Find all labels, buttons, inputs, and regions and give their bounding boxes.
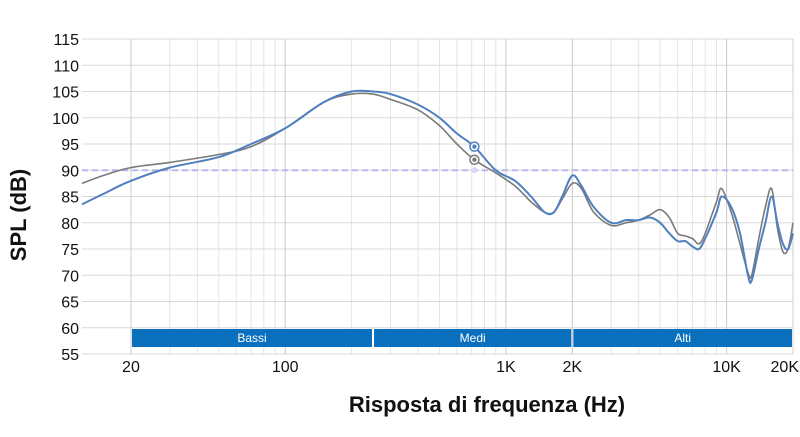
reference-marker: [471, 167, 478, 174]
band-label: Bassi: [237, 331, 266, 345]
band-medi: [374, 329, 572, 347]
x-axis-title: Risposta di frequenza (Hz): [349, 392, 625, 417]
y-tick-label: 90: [61, 163, 79, 180]
band-layer: Bassi Medi Alti: [131, 329, 792, 347]
x-tick-labels: 20 100 1K 2K 10K 20K: [122, 359, 799, 376]
marker-layer: [469, 141, 480, 174]
y-tick-label: 70: [61, 268, 79, 285]
y-tick-label: 85: [61, 190, 79, 207]
y-tick-label: 55: [61, 347, 79, 364]
band-label: Medi: [460, 331, 486, 345]
x-tick-label: 20K: [771, 359, 800, 376]
series-layer: [81, 89, 794, 284]
x-tick-label: 20: [122, 359, 140, 376]
series-marker-dot: [472, 144, 477, 149]
y-tick-label: 95: [61, 137, 79, 154]
y-axis-title: SPL (dB): [6, 169, 31, 261]
y-tick-label: 105: [52, 85, 79, 102]
band-alti: [573, 329, 792, 347]
x-tick-label: 2K: [563, 359, 583, 376]
x-tick-label: 1K: [496, 359, 516, 376]
y-tick-label: 60: [61, 321, 79, 338]
series-line-blue: [81, 89, 794, 284]
y-tick-label: 75: [61, 242, 79, 259]
major-grid: [82, 38, 794, 355]
series-line-gray: [81, 92, 794, 280]
y-tick-label: 65: [61, 295, 79, 312]
y-tick-label: 110: [53, 58, 79, 75]
y-tick-label: 100: [52, 111, 79, 128]
x-tick-label: 100: [272, 359, 299, 376]
y-tick-label: 115: [53, 32, 79, 49]
x-tick-label: 10K: [712, 359, 741, 376]
y-tick-label: 80: [61, 216, 79, 233]
y-tick-labels: 115 110 105 100 95 90 85 80 75 70 65 60 55: [52, 32, 79, 364]
band-bassi: [131, 329, 373, 347]
series-marker-dot: [472, 157, 477, 162]
band-label: Alti: [674, 331, 691, 345]
